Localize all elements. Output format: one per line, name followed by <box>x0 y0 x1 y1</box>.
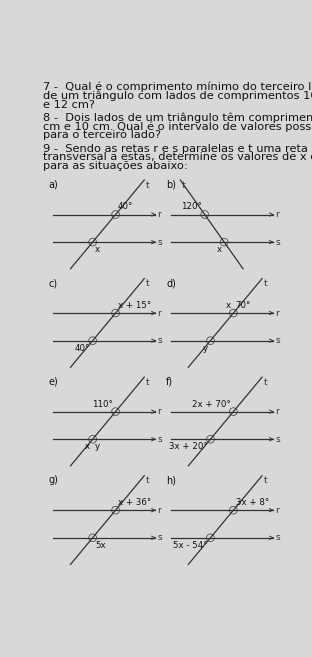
Text: f): f) <box>166 377 173 387</box>
Text: s: s <box>275 336 280 345</box>
Text: s: s <box>158 533 162 542</box>
Text: e): e) <box>48 377 58 387</box>
Text: s: s <box>158 238 162 246</box>
Text: r: r <box>275 309 279 317</box>
Text: r: r <box>275 210 279 219</box>
Text: t: t <box>264 279 267 288</box>
Text: 110°: 110° <box>92 399 113 409</box>
Text: x: x <box>226 301 231 310</box>
Text: r: r <box>158 506 161 514</box>
Text: s: s <box>275 533 280 542</box>
Text: 120°: 120° <box>182 202 202 212</box>
Text: g): g) <box>48 476 58 486</box>
Text: 3x + 8°: 3x + 8° <box>236 498 269 507</box>
Text: 8 -  Dois lados de um triângulo têm comprimentos 8: 8 - Dois lados de um triângulo têm compr… <box>43 113 312 124</box>
Text: r: r <box>275 407 279 416</box>
Text: 9 -  Sendo as retas r e s paralelas e t uma reta: 9 - Sendo as retas r e s paralelas e t u… <box>43 143 308 154</box>
Text: h): h) <box>166 476 176 486</box>
Text: 5x: 5x <box>95 541 105 550</box>
Text: s: s <box>275 435 280 443</box>
Text: d): d) <box>166 279 176 288</box>
Text: t: t <box>182 181 186 190</box>
Text: y: y <box>203 344 208 353</box>
Text: x + 36°: x + 36° <box>118 498 151 507</box>
Text: s: s <box>158 435 162 443</box>
Text: 40°: 40° <box>75 344 90 353</box>
Text: r: r <box>158 309 161 317</box>
Text: transversal a estas, determine os valores de x e y: transversal a estas, determine os valore… <box>43 152 312 162</box>
Text: x: x <box>217 245 222 254</box>
Text: x: x <box>95 245 100 254</box>
Text: 3x + 20°: 3x + 20° <box>169 442 208 451</box>
Text: 5x - 54°: 5x - 54° <box>173 541 208 550</box>
Text: de um triângulo com lados de comprimentos 10 cm: de um triângulo com lados de comprimento… <box>43 91 312 101</box>
Text: r: r <box>275 506 279 514</box>
Text: t: t <box>146 279 149 288</box>
Text: t: t <box>146 476 149 486</box>
Text: a): a) <box>48 180 58 190</box>
Text: t: t <box>264 378 267 387</box>
Text: c): c) <box>48 279 57 288</box>
Text: x: x <box>85 442 90 451</box>
Text: 2x + 70°: 2x + 70° <box>192 399 231 409</box>
Text: 40°: 40° <box>118 202 133 212</box>
Text: 7 -  Qual é o comprimento mínimo do terceiro lado: 7 - Qual é o comprimento mínimo do terce… <box>43 82 312 93</box>
Text: s: s <box>275 238 280 246</box>
Text: cm e 10 cm. Qual é o intervalo de valores possíveis: cm e 10 cm. Qual é o intervalo de valore… <box>43 122 312 132</box>
Text: t: t <box>146 181 149 190</box>
Text: r: r <box>158 210 161 219</box>
Text: x + 15°: x + 15° <box>118 301 151 310</box>
Text: t: t <box>264 476 267 486</box>
Text: 70°: 70° <box>236 301 251 310</box>
Text: para as situações abaixo:: para as situações abaixo: <box>43 161 188 171</box>
Text: b): b) <box>166 180 176 190</box>
Text: y: y <box>95 442 100 451</box>
Text: e 12 cm?: e 12 cm? <box>43 100 95 110</box>
Text: r: r <box>158 407 161 416</box>
Text: para o terceiro lado?: para o terceiro lado? <box>43 131 161 141</box>
Text: s: s <box>158 336 162 345</box>
Text: t: t <box>146 378 149 387</box>
